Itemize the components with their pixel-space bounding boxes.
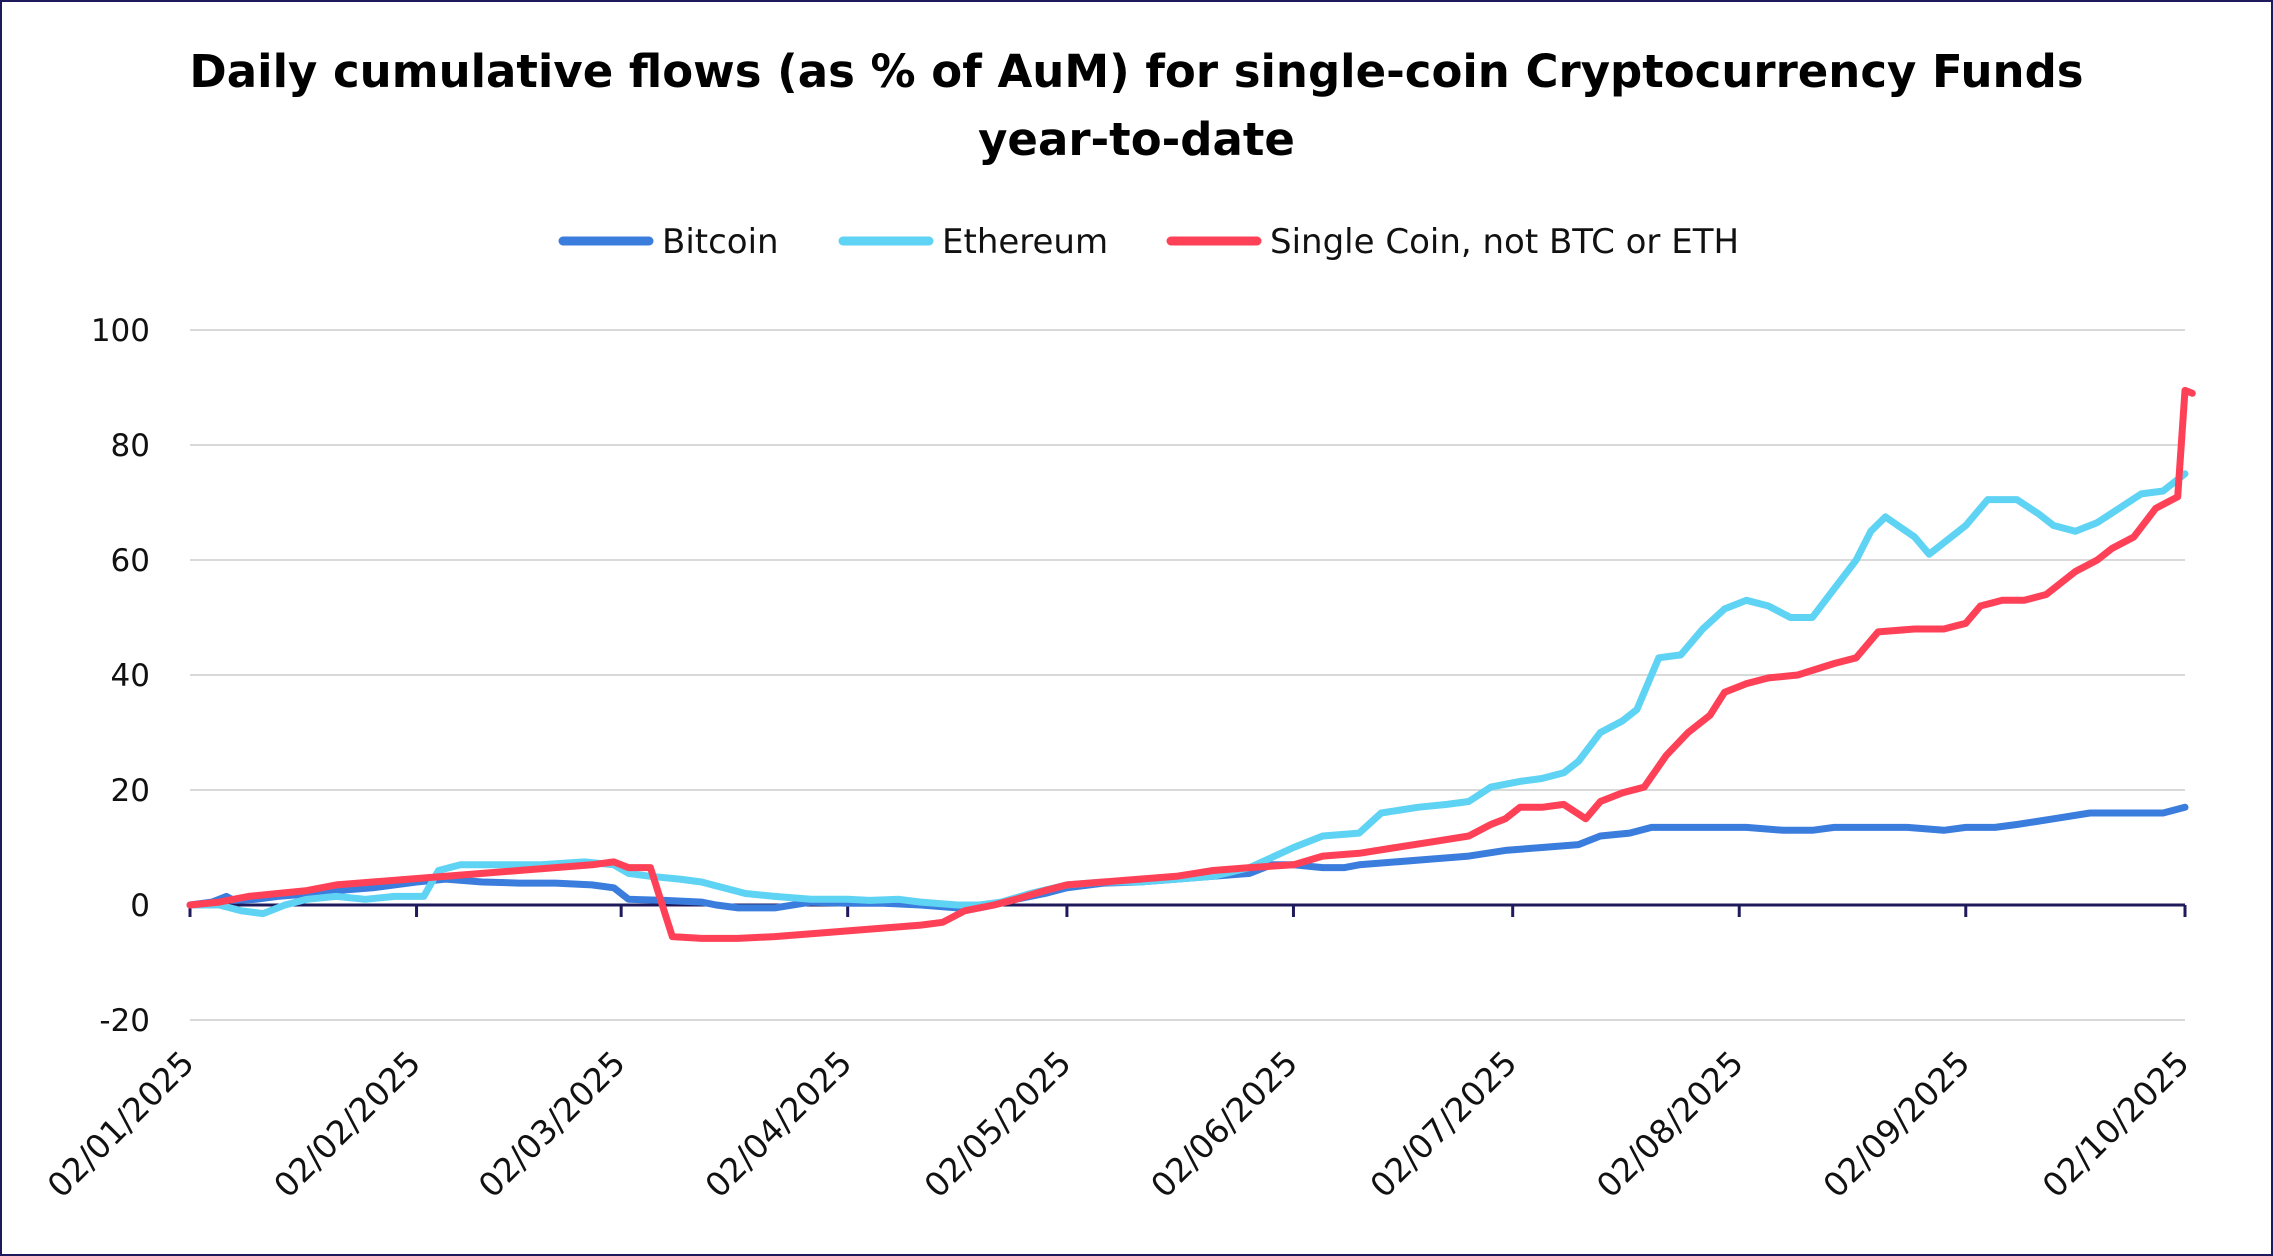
series-line-ethereum <box>186 470 2189 918</box>
series-line-single-coin-not-btc-or-eth <box>186 386 2196 942</box>
chart-subtitle: year-to-date <box>978 113 1295 166</box>
gridlines <box>190 329 2185 1021</box>
x-tick-label: 02/05/2025 <box>917 1043 1079 1205</box>
legend: Bitcoin Ethereum Single Coin, not BTC or E… <box>558 222 1739 262</box>
y-tick-label: 0 <box>130 888 150 924</box>
chart-title-line-1: Daily cumulative flows (as % of AuM) for… <box>189 45 2084 98</box>
y-tick-label: 40 <box>111 658 150 694</box>
legend-label-ethereum: Ethereum <box>942 222 1108 262</box>
series-line-bitcoin <box>186 803 2189 912</box>
x-tick-label: 02/02/2025 <box>266 1043 428 1205</box>
axes: -20 0 20 40 60 80 100 02/01/2025 02/02/2025 02/03… <box>40 313 2197 1205</box>
x-tick-label: 02/01/2025 <box>40 1043 202 1205</box>
y-tick-label: 80 <box>111 428 150 464</box>
legend-label-bitcoin: Bitcoin <box>662 222 779 262</box>
x-tick-label: 02/09/2025 <box>1815 1043 1977 1205</box>
y-tick-label: 60 <box>111 543 150 579</box>
y-tick-label: 100 <box>91 313 150 349</box>
x-tick-label: 02/04/2025 <box>697 1043 859 1205</box>
x-tick-label: 02/08/2025 <box>1589 1043 1751 1205</box>
series-lines <box>186 386 2196 942</box>
y-tick-label: -20 <box>99 1003 150 1039</box>
y-tick-label: 20 <box>111 773 150 809</box>
x-tick-label: 02/03/2025 <box>471 1043 633 1205</box>
legend-label-single-coin-not-btc-or-eth: Single Coin, not BTC or ETH <box>1270 222 1739 262</box>
x-tick-label: 02/10/2025 <box>2035 1043 2197 1205</box>
x-tick-label: 02/07/2025 <box>1362 1043 1524 1205</box>
x-tick-label: 02/06/2025 <box>1143 1043 1305 1205</box>
chart-title: Daily cumulative flows (as % of AuM) for… <box>0 38 2273 174</box>
